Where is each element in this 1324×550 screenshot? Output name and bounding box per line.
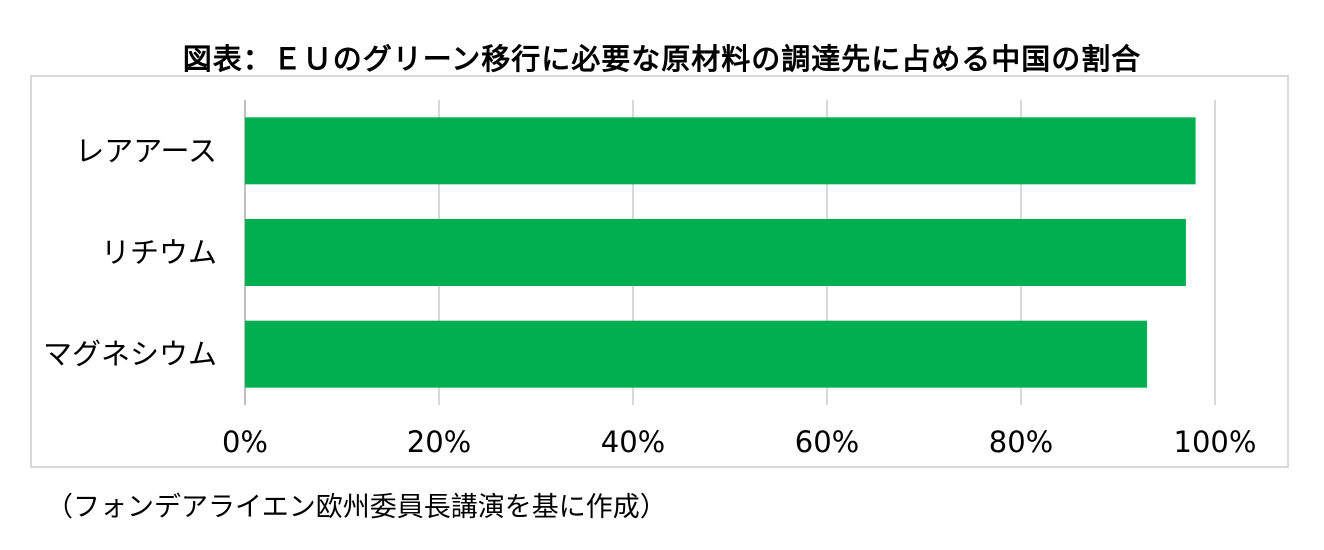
tick-label-80: 80%: [989, 425, 1053, 459]
x-tick-labels: 0% 20% 40% 60% 80% 100%: [222, 425, 1256, 459]
bars: [245, 117, 1196, 388]
category-label-2: マグネシウム: [43, 337, 217, 371]
tick-label-40: 40%: [601, 425, 665, 459]
tick-label-60: 60%: [795, 425, 859, 459]
tick-label-100: 100%: [1174, 425, 1257, 459]
chart-title: 図表：ＥＵのグリーン移行に必要な原材料の調達先に占める中国の割合: [182, 42, 1142, 76]
tick-label-0: 0%: [222, 425, 268, 459]
bar-2: [245, 320, 1148, 388]
chart-frame: [30, 75, 1289, 468]
category-label-1: リチウム: [101, 236, 217, 270]
tick-label-20: 20%: [407, 425, 471, 459]
bar-0: [245, 117, 1196, 185]
category-label-0: レアアース: [75, 134, 217, 168]
bar-1: [245, 219, 1186, 286]
source-note: （フォンデアライエン欧州委員長講演を基に作成）: [46, 492, 667, 523]
